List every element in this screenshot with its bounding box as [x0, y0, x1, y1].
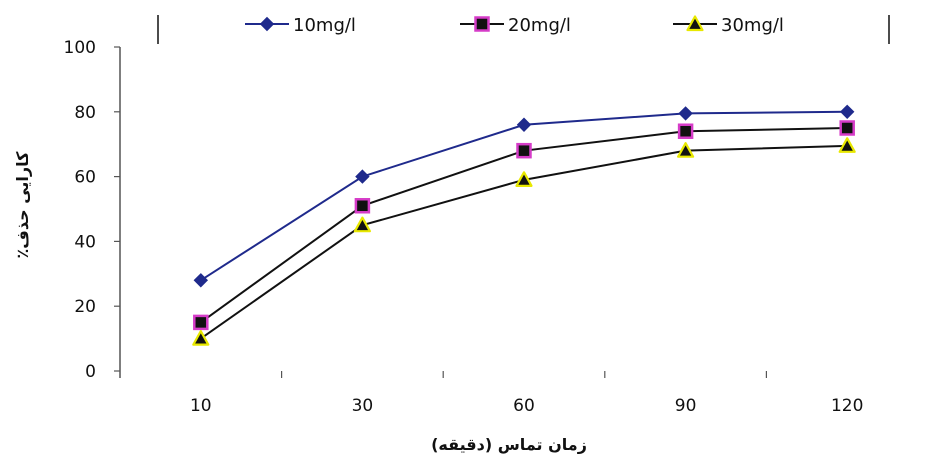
series-square	[193, 120, 855, 331]
data-point	[515, 171, 533, 187]
legend-item: 10mg/l	[245, 15, 356, 36]
x-tick-label: 30	[352, 396, 374, 416]
data-point	[516, 142, 532, 159]
x-tick-label: 120	[831, 396, 863, 416]
series-line	[200, 110, 848, 282]
axes: 0 20 40 60 80 100 10 30 60 90 120	[64, 38, 864, 416]
legend-label: 10mg/l	[293, 15, 356, 36]
data-point	[839, 104, 855, 120]
data-point	[678, 106, 693, 121]
x-tick-label: 10	[190, 396, 212, 416]
y-tick-label: 80	[74, 103, 96, 123]
series-triangle	[192, 137, 856, 346]
y-tick-label: 60	[74, 168, 96, 188]
data-point	[354, 198, 371, 214]
data-point	[676, 142, 695, 158]
x-axis-label: زمان تماس (دقیقه)	[431, 435, 587, 454]
legend-item: 20mg/l	[460, 15, 571, 36]
data-point	[353, 216, 371, 233]
x-ticks: 10 30 60 90 120	[190, 371, 863, 416]
data-point	[516, 117, 532, 132]
x-tick-label: 90	[675, 396, 697, 416]
legend-label: 30mg/l	[721, 15, 784, 36]
y-ticks: 0 20 40 60 80 100	[64, 38, 120, 382]
data-point	[193, 314, 209, 331]
data-point	[839, 120, 855, 136]
data-point	[192, 330, 210, 346]
y-tick-label: 0	[85, 362, 96, 382]
data-point	[193, 273, 209, 288]
legend-swatch-marker	[474, 16, 490, 32]
y-tick-label: 40	[74, 232, 96, 252]
legend-swatch-marker	[686, 15, 704, 32]
legend-swatch-marker	[259, 16, 275, 32]
legend-item: 30mg/l	[673, 15, 784, 36]
y-tick-label: 100	[64, 38, 96, 58]
series-layer	[192, 104, 856, 346]
series-diamond	[193, 104, 855, 288]
legend: 10mg/l 20mg/l 30mg/l	[157, 15, 890, 44]
data-point	[355, 169, 370, 184]
y-tick-label: 20	[74, 297, 96, 317]
legend-label: 20mg/l	[508, 15, 571, 36]
x-tick-label: 60	[513, 396, 535, 416]
y-axis-label: کارایی حذف٪	[13, 151, 32, 259]
data-point	[677, 123, 694, 139]
data-point	[838, 137, 856, 153]
